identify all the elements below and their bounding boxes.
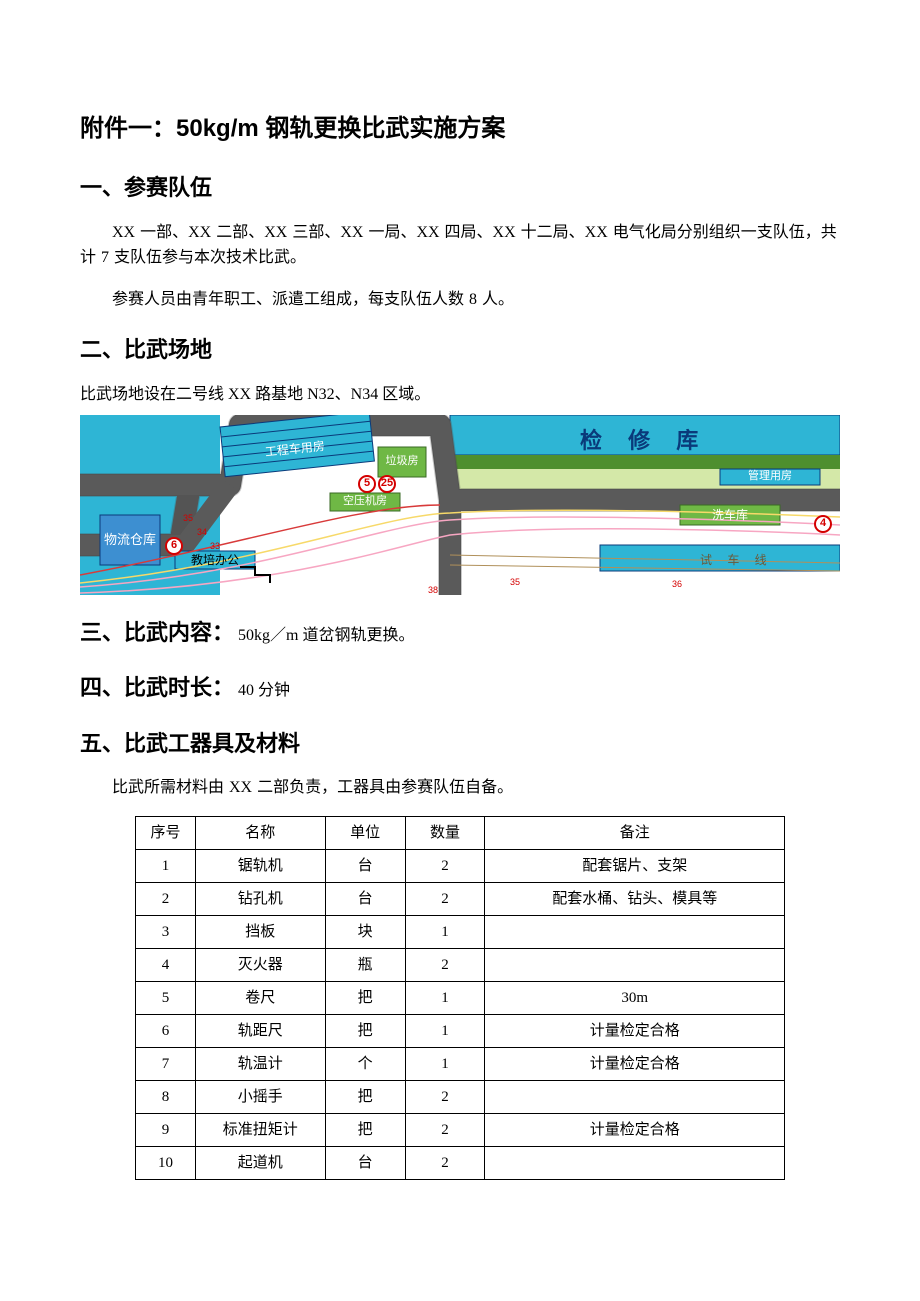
table-row: 1锯轨机台2配套锯片、支架 (136, 850, 785, 883)
table-cell: 2 (405, 1147, 485, 1180)
map-label-inspection: 检 修 库 (580, 423, 708, 458)
table-body: 1锯轨机台2配套锯片、支架2钻孔机台2配套水桶、钻头、模具等3挡板块14灭火器瓶… (136, 850, 785, 1180)
map-label-garbage: 垃圾房 (378, 447, 426, 477)
table-cell: 个 (325, 1048, 405, 1081)
table-cell: 轨距尺 (195, 1015, 325, 1048)
table-cell: 计量检定合格 (485, 1015, 785, 1048)
table-cell: 1 (405, 916, 485, 949)
table-cell: 配套水桶、钻头、模具等 (485, 883, 785, 916)
map-label-logistics: 物流仓库 (100, 515, 160, 565)
table-cell: 1 (405, 982, 485, 1015)
section-4-heading: 四、比武时长： (80, 675, 234, 700)
map-label-mgmt: 管理用房 (720, 469, 820, 485)
table-cell: 2 (405, 1081, 485, 1114)
table-cell: 把 (325, 1114, 405, 1147)
map-small-number: 34 (197, 525, 207, 539)
table-header-cell: 名称 (195, 817, 325, 850)
section-1-p1: XX 一部、XX 二部、XX 三部、XX 一局、XX 四局、XX 十二局、XX … (80, 220, 840, 271)
table-cell: 9 (136, 1114, 196, 1147)
table-cell: 配套锯片、支架 (485, 850, 785, 883)
table-cell: 2 (136, 883, 196, 916)
map-label-compressor: 空压机房 (330, 493, 400, 511)
section-5-heading: 五、比武工器具及材料 (80, 726, 840, 761)
table-cell: 计量检定合格 (485, 1048, 785, 1081)
map-small-number: 35 (510, 575, 520, 589)
map-small-number: 35 (183, 511, 193, 525)
site-map-diagram: 检 修 库 管理用房 洗车库 工程车用房 垃圾房 空压机房 物流仓库 教培办公 … (80, 415, 840, 595)
section-4-text: 40 分钟 (238, 682, 290, 699)
table-cell: 8 (136, 1081, 196, 1114)
section-3: 三、比武内容： 50kg／m 道岔钢轨更换。 (80, 615, 840, 650)
table-cell: 挡板 (195, 916, 325, 949)
table-cell: 3 (136, 916, 196, 949)
table-cell: 轨温计 (195, 1048, 325, 1081)
table-row: 6轨距尺把1计量检定合格 (136, 1015, 785, 1048)
table-cell (485, 949, 785, 982)
table-cell: 瓶 (325, 949, 405, 982)
section-3-heading: 三、比武内容： (80, 620, 234, 645)
table-row: 8小摇手把2 (136, 1081, 785, 1114)
table-cell: 把 (325, 982, 405, 1015)
section-3-text: 50kg／m 道岔钢轨更换。 (238, 627, 414, 644)
section-1-heading: 一、参赛队伍 (80, 170, 840, 205)
table-cell: 6 (136, 1015, 196, 1048)
table-cell: 把 (325, 1081, 405, 1114)
table-cell: 起道机 (195, 1147, 325, 1180)
table-row: 4灭火器瓶2 (136, 949, 785, 982)
table-row: 3挡板块1 (136, 916, 785, 949)
table-cell: 2 (405, 883, 485, 916)
table-cell: 1 (405, 1048, 485, 1081)
section-2-p1: 比武场地设在二号线 XX 路基地 N32、N34 区域。 (80, 382, 840, 408)
table-cell: 把 (325, 1015, 405, 1048)
map-label-wash: 洗车库 (680, 505, 780, 525)
table-cell: 5 (136, 982, 196, 1015)
table-cell: 2 (405, 850, 485, 883)
table-header-cell: 备注 (485, 817, 785, 850)
map-label-testline: 试 车 线 (700, 551, 773, 570)
table-row: 10起道机台2 (136, 1147, 785, 1180)
section-4: 四、比武时长： 40 分钟 (80, 670, 840, 705)
section-5-p1: 比武所需材料由 XX 二部负责，工器具由参赛队伍自备。 (80, 775, 840, 801)
table-header-cell: 数量 (405, 817, 485, 850)
table-cell: 4 (136, 949, 196, 982)
table-row: 5卷尺把130m (136, 982, 785, 1015)
table-cell: 锯轨机 (195, 850, 325, 883)
map-label-training: 教培办公 (175, 551, 255, 569)
table-cell: 10 (136, 1147, 196, 1180)
table-cell: 30m (485, 982, 785, 1015)
table-cell: 1 (136, 850, 196, 883)
table-row: 2钻孔机台2配套水桶、钻头、模具等 (136, 883, 785, 916)
table-cell: 标准扭矩计 (195, 1114, 325, 1147)
section-2-heading: 二、比武场地 (80, 332, 840, 367)
doc-title: 附件一：50kg/m 钢轨更换比武实施方案 (80, 110, 840, 148)
table-cell (485, 916, 785, 949)
table-header-cell: 序号 (136, 817, 196, 850)
table-cell: 块 (325, 916, 405, 949)
table-row: 9标准扭矩计把2计量检定合格 (136, 1114, 785, 1147)
table-cell: 卷尺 (195, 982, 325, 1015)
table-cell: 2 (405, 1114, 485, 1147)
table-cell: 1 (405, 1015, 485, 1048)
table-cell: 台 (325, 883, 405, 916)
table-cell: 计量检定合格 (485, 1114, 785, 1147)
table-cell: 2 (405, 949, 485, 982)
table-row: 7轨温计个1计量检定合格 (136, 1048, 785, 1081)
map-small-number: 36 (672, 577, 682, 591)
table-cell: 钻孔机 (195, 883, 325, 916)
table-cell (485, 1147, 785, 1180)
table-cell (485, 1081, 785, 1114)
table-cell: 7 (136, 1048, 196, 1081)
table-header-row: 序号名称单位数量备注 (136, 817, 785, 850)
map-small-number: 38 (428, 583, 438, 595)
table-cell: 台 (325, 850, 405, 883)
map-small-number: 33 (210, 539, 220, 553)
table-header-cell: 单位 (325, 817, 405, 850)
section-1-p2: 参赛人员由青年职工、派遣工组成，每支队伍人数 8 人。 (80, 287, 840, 313)
tools-materials-table: 序号名称单位数量备注 1锯轨机台2配套锯片、支架2钻孔机台2配套水桶、钻头、模具… (135, 816, 785, 1180)
table-cell: 台 (325, 1147, 405, 1180)
table-cell: 灭火器 (195, 949, 325, 982)
table-cell: 小摇手 (195, 1081, 325, 1114)
